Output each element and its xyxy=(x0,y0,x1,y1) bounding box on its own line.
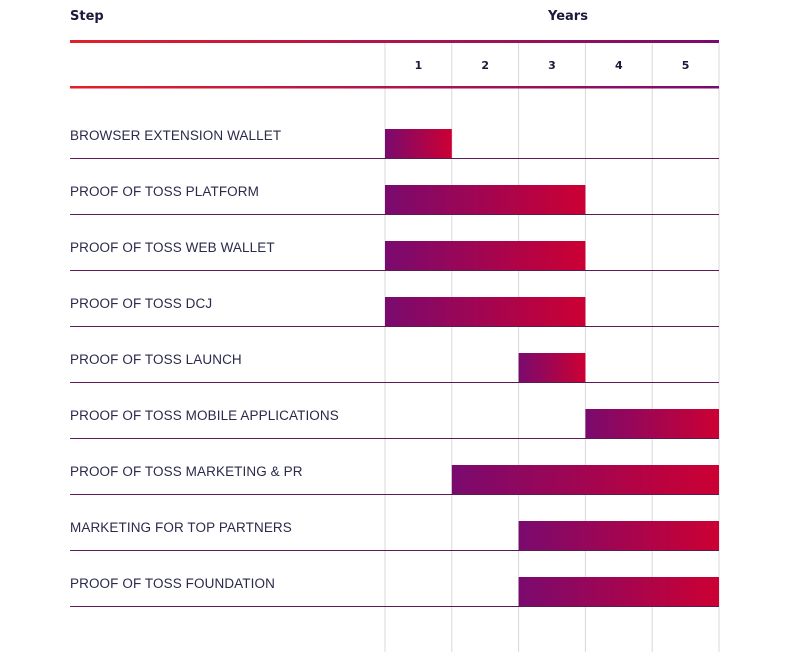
years-header: Years xyxy=(547,9,588,24)
task-row: PROOF OF TOSS LAUNCH xyxy=(70,352,719,383)
task-label: PROOF OF TOSS LAUNCH xyxy=(70,352,242,367)
task-row: PROOF OF TOSS DCJ xyxy=(70,296,719,327)
task-bar xyxy=(518,521,719,550)
task-label: MARKETING FOR TOP PARTNERS xyxy=(70,520,292,535)
task-label: PROOF OF TOSS DCJ xyxy=(70,296,212,311)
task-bar xyxy=(385,241,586,270)
task-label: PROOF OF TOSS FOUNDATION xyxy=(70,576,275,591)
task-bar xyxy=(585,409,719,438)
task-row: BROWSER EXTENSION WALLET xyxy=(70,128,719,159)
task-label: PROOF OF TOSS MARKETING & PR xyxy=(70,464,303,479)
year-tick-labels: 1 2 3 4 5 xyxy=(415,59,690,72)
year-label-4: 4 xyxy=(615,59,623,72)
task-label: PROOF OF TOSS PLATFORM xyxy=(70,184,259,199)
task-label: PROOF OF TOSS MOBILE APPLICATIONS xyxy=(70,408,339,423)
task-row: MARKETING FOR TOP PARTNERS xyxy=(70,520,719,551)
task-row: PROOF OF TOSS PLATFORM xyxy=(70,184,719,215)
year-label-3: 3 xyxy=(548,59,556,72)
step-header: Step xyxy=(70,9,104,24)
year-label-5: 5 xyxy=(682,59,690,72)
task-bar xyxy=(385,129,452,158)
header-top-rule xyxy=(70,40,719,43)
task-bar xyxy=(518,353,586,382)
task-label: PROOF OF TOSS WEB WALLET xyxy=(70,240,275,255)
header-bottom-rule xyxy=(70,86,719,89)
year-label-2: 2 xyxy=(481,59,489,72)
task-bar xyxy=(385,297,586,326)
task-bar xyxy=(518,577,719,606)
task-row: PROOF OF TOSS WEB WALLET xyxy=(70,240,719,271)
task-rows: BROWSER EXTENSION WALLET PROOF OF TOSS PL… xyxy=(70,128,719,607)
task-row: PROOF OF TOSS MOBILE APPLICATIONS xyxy=(70,408,719,439)
task-row: PROOF OF TOSS MARKETING & PR xyxy=(70,464,719,495)
task-row: PROOF OF TOSS FOUNDATION xyxy=(70,576,719,607)
year-label-1: 1 xyxy=(415,59,423,72)
task-label: BROWSER EXTENSION WALLET xyxy=(70,128,281,143)
task-bar xyxy=(385,185,586,214)
task-bar xyxy=(451,465,719,494)
